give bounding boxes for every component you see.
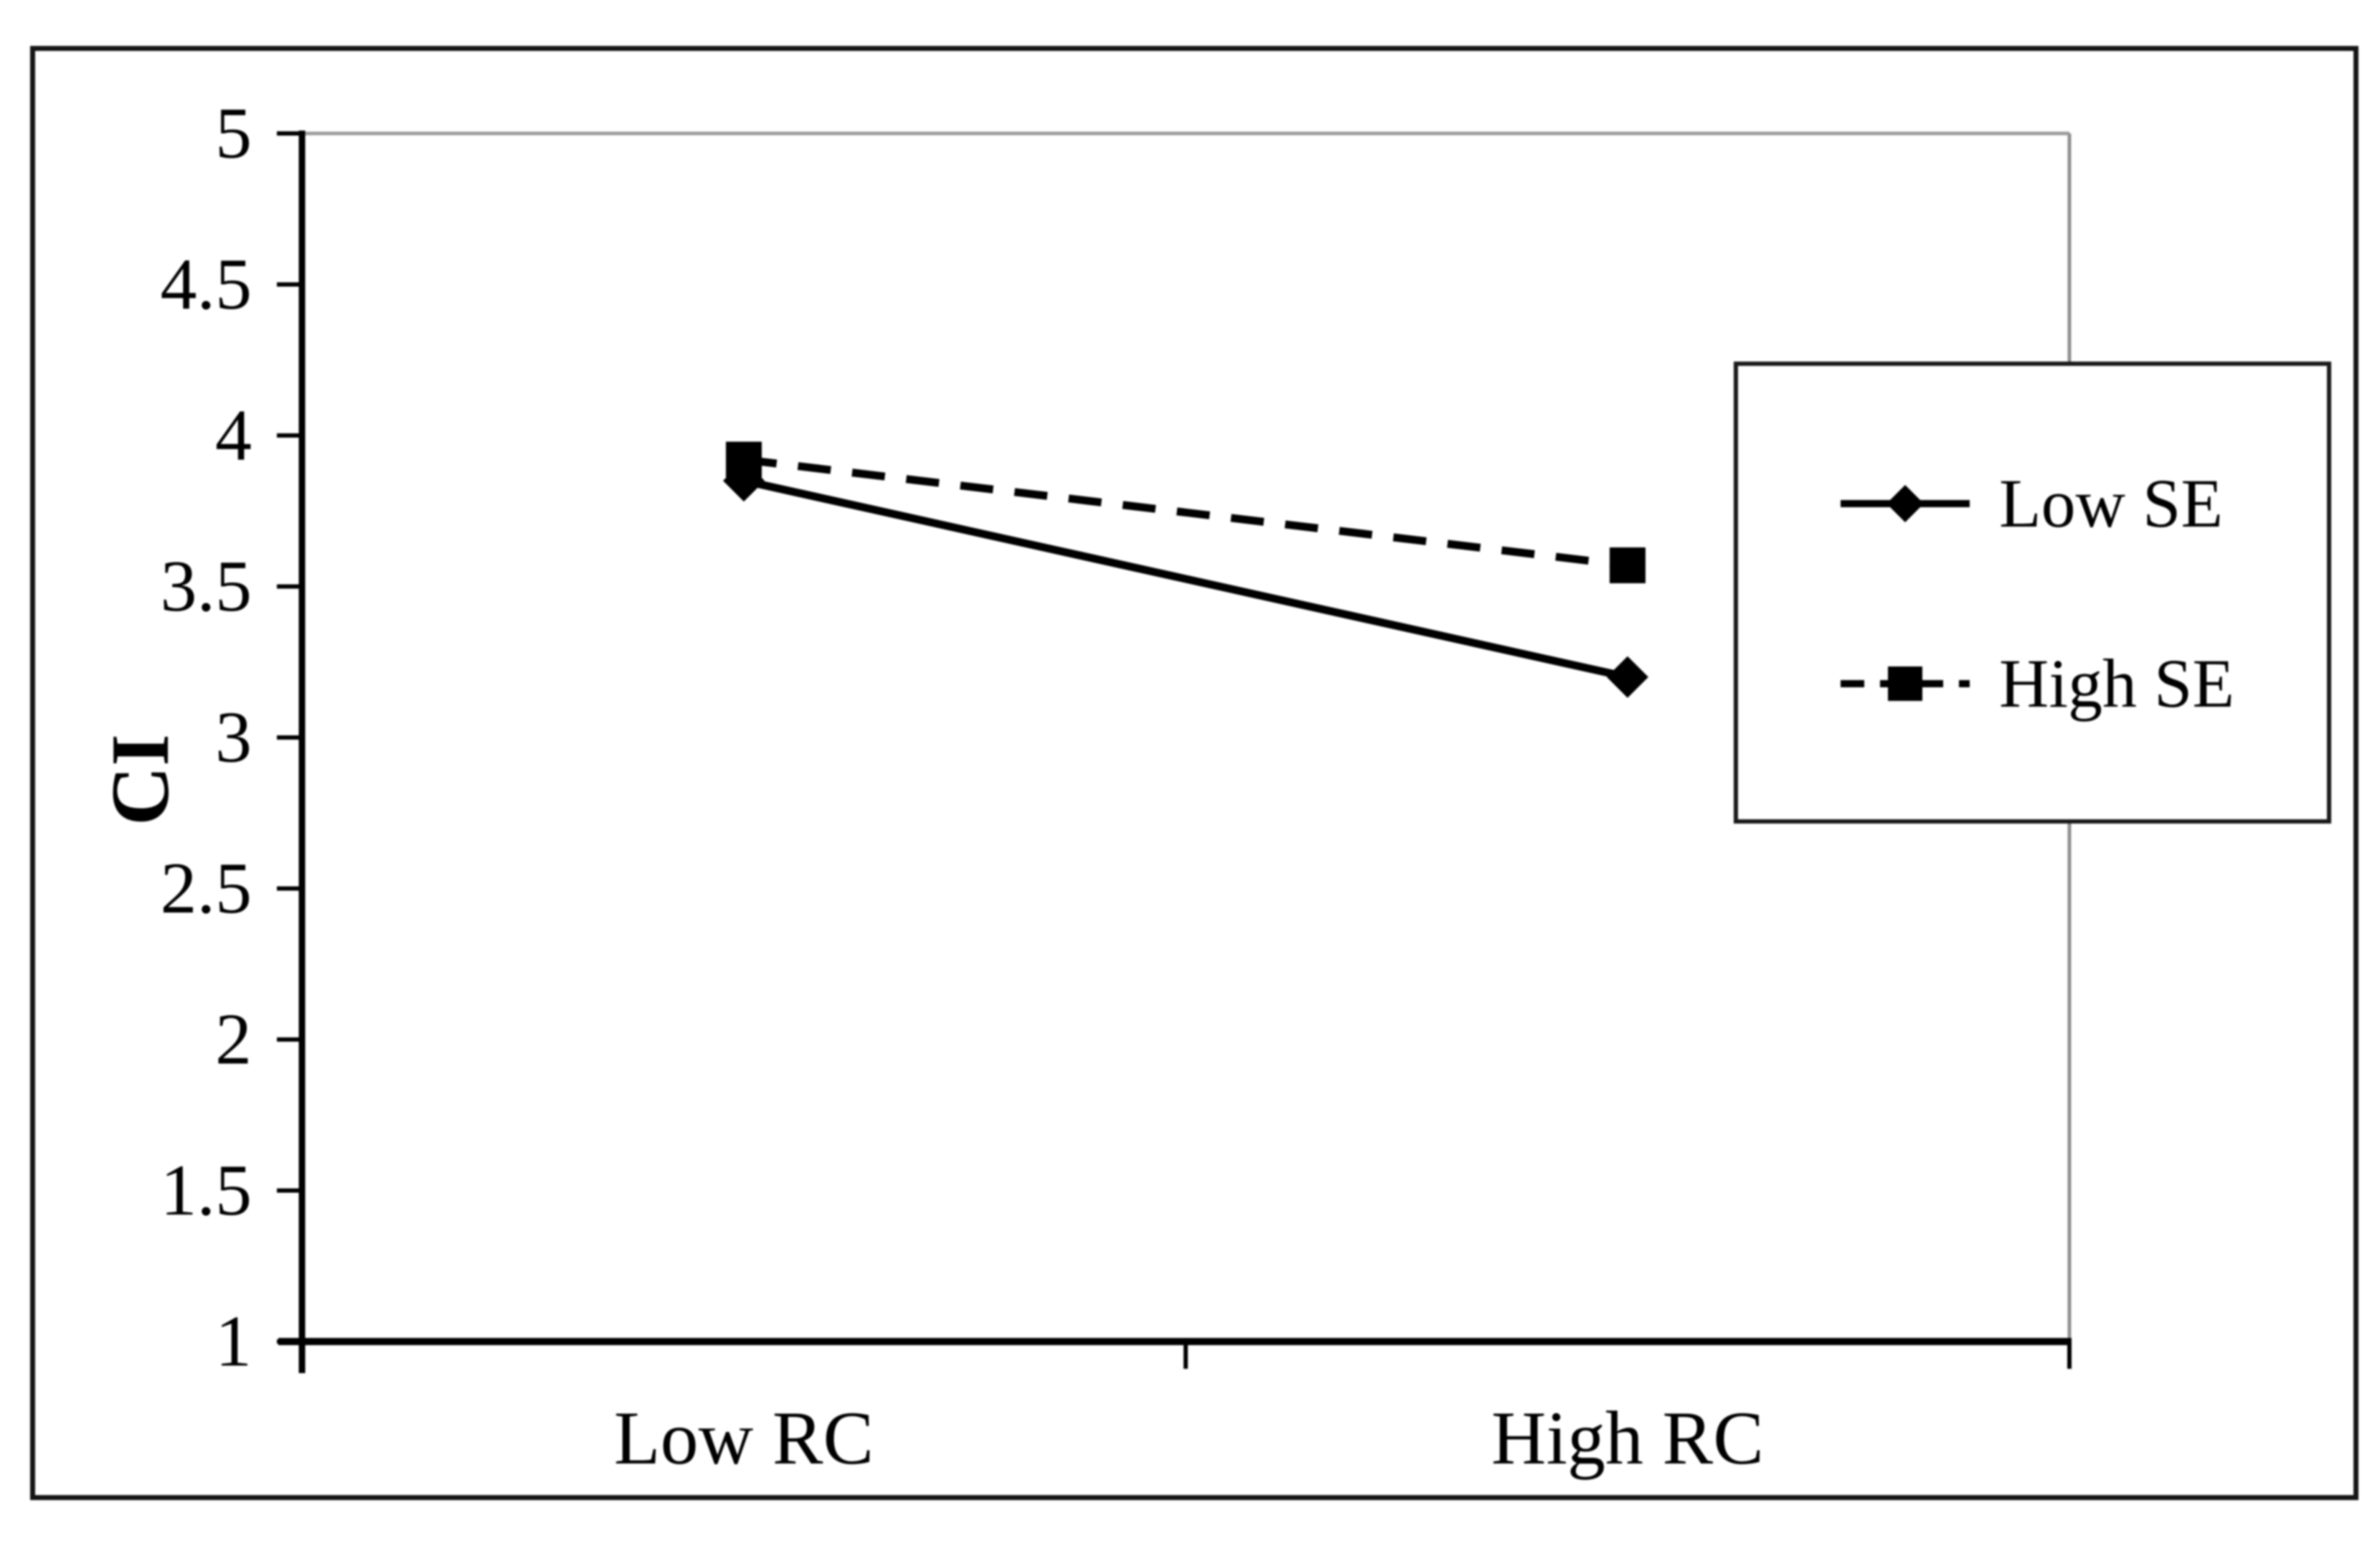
legend: Low SE High SE <box>1734 362 2331 824</box>
y-tick-label: 2 <box>215 999 252 1080</box>
y-tick-label: 1 <box>215 1301 252 1382</box>
y-axis-title: CI <box>95 734 186 826</box>
figure-frame: 1 1.5 2 2.5 3 3.5 4 4.5 5 CI Low RC High RC Low … <box>30 46 2358 1500</box>
high-se-line-swatch <box>1841 666 1970 701</box>
y-tick-label: 3 <box>215 697 252 778</box>
legend-label-high-se: High SE <box>1999 645 2235 722</box>
y-tick-label: 5 <box>215 93 252 174</box>
square-data-marker <box>1610 547 1645 584</box>
square-data-marker <box>726 441 762 478</box>
low-se-line-swatch <box>1841 485 1970 522</box>
diamond-data-marker <box>1607 656 1648 698</box>
x-category-label-high-rc: High RC <box>1491 1396 1764 1480</box>
high-se-series-line <box>743 456 1628 570</box>
diamond-marker-icon <box>1886 485 1924 522</box>
y-tick-label: 3.5 <box>161 546 252 627</box>
x-category-label-low-rc: Low RC <box>613 1396 874 1480</box>
legend-item-high-se: High SE <box>1838 649 2234 718</box>
y-tick-label: 2.5 <box>161 848 252 929</box>
y-tick-label: 4.5 <box>161 244 252 325</box>
low-se-series-line <box>742 476 1629 682</box>
y-tick-label: 4 <box>215 395 252 476</box>
legend-label-low-se: Low SE <box>1999 465 2223 542</box>
square-marker-icon <box>1888 666 1922 701</box>
y-tick-label: 1.5 <box>161 1150 252 1231</box>
legend-item-low-se: Low SE <box>1838 469 2223 538</box>
